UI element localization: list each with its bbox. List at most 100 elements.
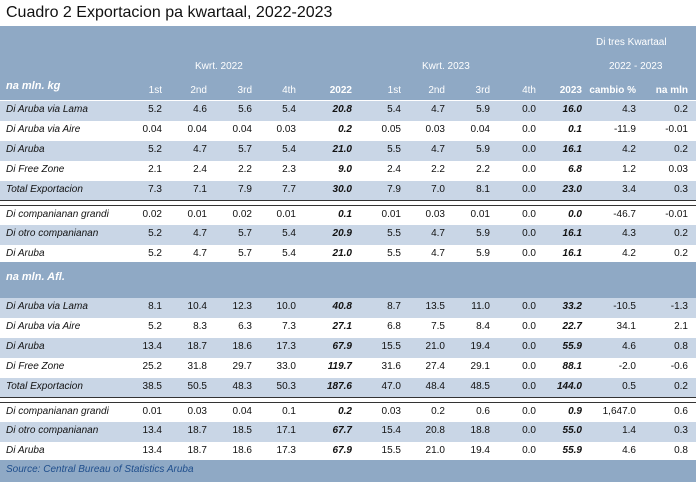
cell-q1-2022: 13.4: [142, 341, 162, 352]
row-label: Di Aruba via Aire: [6, 321, 81, 332]
cell-q2-2023: 21.0: [425, 445, 445, 456]
col-header-q1-2023: 1st: [387, 85, 401, 96]
cell-q2-2022: 18.7: [187, 445, 207, 456]
cell-q1-2023: 7.9: [387, 184, 401, 195]
cell-q4-2023: 0.0: [522, 445, 536, 456]
table-row: Di Aruba 5.2 4.7 5.7 5.4 21.0 5.5 4.7 5.9 0.0 16.1…: [0, 141, 696, 161]
header-band: [0, 26, 696, 100]
cell-q1-2022: 8.1: [148, 301, 162, 312]
cell-q2-2022: 4.7: [193, 228, 207, 239]
cell-q4-2022: 17.1: [276, 425, 296, 436]
cell-q1-2022: 2.1: [148, 164, 162, 175]
cell-q1-2023: 5.5: [387, 228, 401, 239]
cell-q2-2023: 27.4: [425, 361, 445, 372]
cell-total-2022: 0.2: [338, 124, 352, 135]
cell-q3-2023: 0.04: [470, 124, 490, 135]
cell-total-2023: 0.1: [568, 124, 582, 135]
cell-change-mln: 0.2: [674, 228, 688, 239]
cell-q3-2022: 2.2: [238, 164, 252, 175]
cell-q3-2023: 2.2: [476, 164, 490, 175]
cell-q3-2023: 19.4: [470, 341, 490, 352]
cell-total-2023: 16.1: [562, 144, 582, 155]
cell-q3-2022: 18.6: [232, 445, 252, 456]
cell-q1-2023: 5.4: [387, 104, 401, 115]
cell-q2-2023: 0.2: [431, 406, 445, 417]
table-row: Di Aruba via Aire 5.2 8.3 6.3 7.3 27.1 6.8 7.5 8…: [0, 318, 696, 338]
cell-q2-2022: 7.1: [193, 184, 207, 195]
row-label: Di Aruba via Lama: [6, 301, 88, 312]
cell-total-2022: 67.9: [332, 341, 352, 352]
cell-q2-2023: 4.7: [431, 104, 445, 115]
cell-cambio-pct: -11.9: [613, 124, 636, 135]
footer-band: [0, 460, 696, 482]
cell-q4-2022: 10.0: [276, 301, 296, 312]
cell-total-2023: 55.9: [562, 445, 582, 456]
cell-change-mln: 0.6: [674, 406, 688, 417]
cell-q2-2023: 4.7: [431, 248, 445, 259]
cell-q1-2023: 6.8: [387, 321, 401, 332]
cell-cambio-pct: -10.5: [613, 301, 636, 312]
cell-q3-2022: 0.02: [232, 209, 252, 220]
cell-q1-2022: 0.04: [142, 124, 162, 135]
cell-q1-2022: 5.2: [148, 104, 162, 115]
cell-q2-2023: 48.4: [425, 381, 445, 392]
cell-q3-2023: 29.1: [470, 361, 490, 372]
table-row: Di otro companianan 5.2 4.7 5.7 5.4 20.9 5.5 4.…: [0, 225, 696, 245]
cell-q3-2023: 11.0: [471, 301, 490, 312]
cell-q4-2023: 0.0: [522, 406, 536, 417]
cell-q3-2023: 0.6: [476, 406, 490, 417]
col-header-q4-2023: 4th: [522, 85, 536, 96]
cell-q4-2023: 0.0: [522, 228, 536, 239]
cell-total-2022: 21.0: [332, 144, 352, 155]
col-header-q2-2022: 2nd: [190, 85, 207, 96]
col-header-q3-2023: 3rd: [475, 85, 490, 96]
cell-total-2022: 21.0: [332, 248, 352, 259]
cell-change-mln: -1.3: [670, 301, 688, 312]
cell-q1-2023: 15.5: [381, 445, 401, 456]
cell-q4-2022: 5.4: [282, 248, 296, 259]
cell-q3-2023: 5.9: [476, 144, 490, 155]
cell-q4-2023: 0.0: [522, 381, 536, 392]
cell-total-2022: 27.1: [332, 321, 352, 332]
cell-q4-2023: 0.0: [522, 104, 536, 115]
cell-q2-2022: 4.6: [193, 104, 207, 115]
cell-q4-2022: 0.01: [276, 209, 296, 220]
cell-change-mln: -0.01: [665, 209, 688, 220]
cell-change-mln: 0.8: [674, 341, 688, 352]
cell-cambio-pct: 4.6: [622, 341, 636, 352]
header-change-period: 2022 - 2023: [609, 61, 663, 72]
header-group-2023: Kwrt. 2023: [422, 61, 470, 72]
cell-total-2023: 16.0: [562, 104, 582, 115]
cell-q3-2023: 5.9: [476, 228, 490, 239]
cell-total-2022: 0.2: [338, 406, 352, 417]
cell-q2-2022: 0.01: [187, 209, 207, 220]
col-header-total-2023: 2023: [559, 85, 582, 96]
cell-q2-2023: 21.0: [425, 341, 445, 352]
cell-q1-2022: 5.2: [148, 321, 162, 332]
cell-q4-2023: 0.0: [522, 341, 536, 352]
cell-cambio-pct: 1,647.0: [602, 406, 636, 417]
section-gap-band: [0, 262, 696, 298]
cell-cambio-pct: 4.2: [622, 248, 636, 259]
cell-q1-2022: 5.2: [148, 144, 162, 155]
col-header-q2-2023: 2nd: [428, 85, 445, 96]
cell-q2-2022: 8.3: [193, 321, 207, 332]
col-header-q3-2022: 3rd: [237, 85, 252, 96]
cell-q4-2022: 5.4: [282, 104, 296, 115]
cell-q3-2023: 5.9: [476, 248, 490, 259]
cell-cambio-pct: 1.2: [622, 164, 636, 175]
cell-q4-2023: 0.0: [522, 361, 536, 372]
cell-q1-2022: 13.4: [142, 445, 162, 456]
cell-q2-2022: 18.7: [187, 341, 207, 352]
table-row: Di companianan grandi 0.01 0.03 0.04 0.1 0.2 0…: [0, 402, 696, 422]
cell-total-2022: 119.7: [327, 361, 352, 372]
row-label: Di Free Zone: [6, 361, 65, 372]
cell-q2-2023: 0.03: [425, 209, 445, 220]
cell-q2-2023: 13.5: [425, 301, 445, 312]
cell-q2-2023: 4.7: [431, 144, 445, 155]
cell-q3-2022: 6.3: [238, 321, 252, 332]
cell-q3-2023: 8.4: [476, 321, 490, 332]
cell-q1-2023: 5.5: [387, 248, 401, 259]
cell-total-2023: 16.1: [562, 228, 582, 239]
cell-cambio-pct: 4.6: [622, 445, 636, 456]
